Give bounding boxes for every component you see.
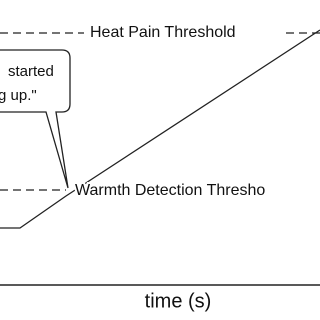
heat-pain-label: Heat Pain Threshold	[90, 24, 236, 41]
warmth-label: Warmth Detection Thresho	[75, 182, 265, 199]
stimulus-line	[0, 29, 320, 229]
speech-bubble	[0, 49, 71, 189]
bubble-text: g up."	[0, 87, 37, 104]
bubble-text: started	[8, 63, 54, 80]
x-axis-label: time (s)	[145, 290, 212, 312]
